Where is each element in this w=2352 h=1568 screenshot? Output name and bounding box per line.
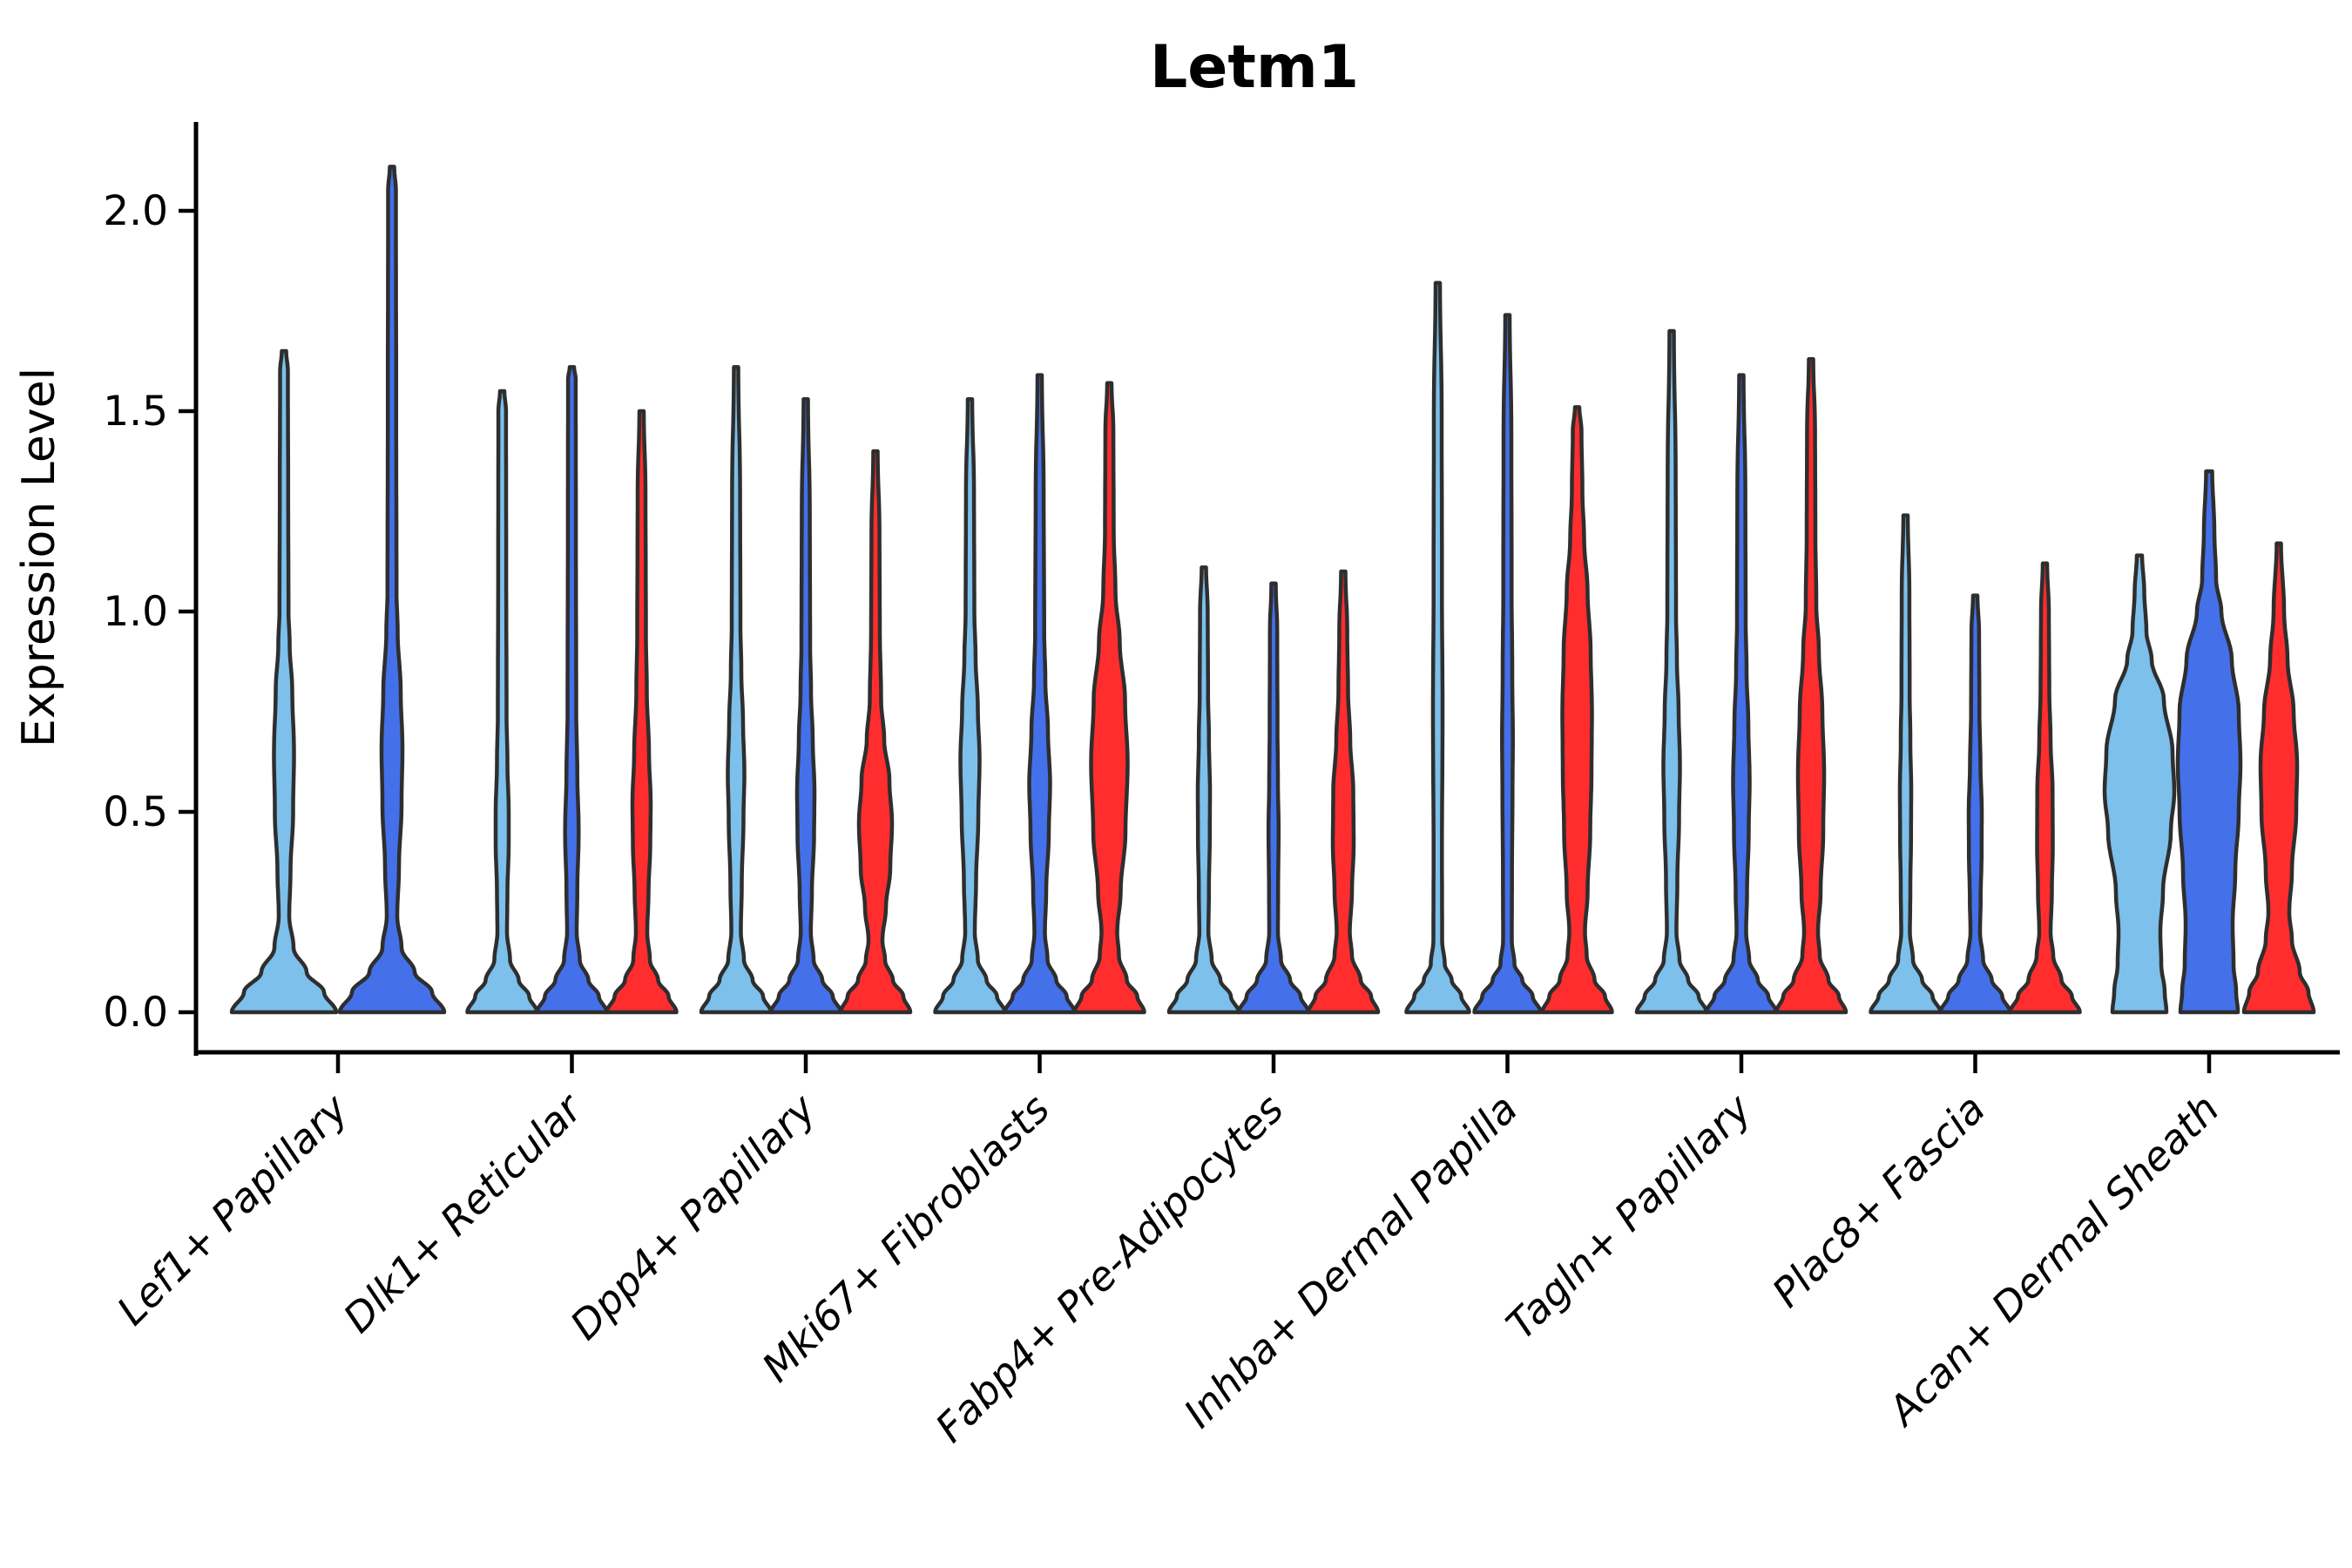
violin-0-dark	[337, 165, 447, 1015]
y-axis-label: Expression Level	[13, 368, 65, 747]
y-tick-label: 0.5	[103, 788, 168, 836]
violin-8-light	[2102, 553, 2177, 1015]
violin-2-dark	[768, 396, 843, 1015]
violin-3-dark	[1003, 373, 1077, 1015]
y-tick-label: 1.5	[103, 388, 168, 436]
violin-1-light	[465, 389, 539, 1015]
violin-7-light	[1869, 513, 1943, 1015]
violin-1-dark	[535, 365, 609, 1015]
chart-title: Letm1	[1150, 33, 1359, 102]
violin-8-dark	[2175, 469, 2243, 1015]
violin-8-red	[2241, 541, 2316, 1015]
violin-0-light	[229, 348, 339, 1015]
violin-2-light	[699, 365, 774, 1015]
violin-5-red	[1540, 405, 1614, 1015]
axes-layer	[193, 122, 2340, 1056]
violin-5-light	[1404, 280, 1471, 1015]
violin-6-dark	[1704, 373, 1779, 1015]
violin-7-red	[2008, 561, 2082, 1015]
violin-3-red	[1072, 381, 1146, 1015]
violin-3-light	[933, 396, 1007, 1015]
y-tick-label: 2.0	[103, 187, 168, 235]
violin-5-dark	[1472, 313, 1543, 1015]
y-tick-label: 1.0	[103, 588, 168, 636]
violin-6-red	[1774, 356, 1848, 1015]
violin-4-dark	[1236, 581, 1311, 1015]
y-tick-label: 0.0	[103, 989, 168, 1037]
violin-4-red	[1306, 569, 1381, 1015]
violins-layer	[229, 165, 2316, 1015]
violin-1-red	[605, 409, 679, 1015]
violin-6-light	[1634, 328, 1709, 1015]
violin-4-light	[1166, 565, 1241, 1015]
violin-7-dark	[1938, 593, 2012, 1015]
violin-2-red	[838, 449, 913, 1015]
